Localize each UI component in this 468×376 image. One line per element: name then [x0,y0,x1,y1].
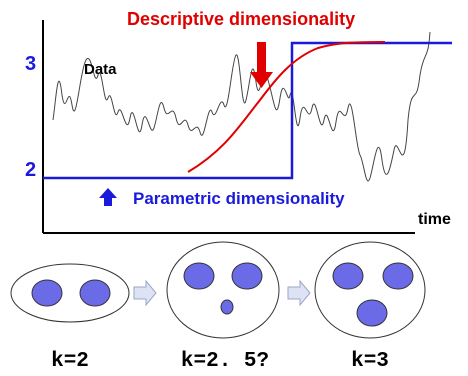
inner-circle [183,262,215,290]
data-label: Data [84,61,117,78]
k-label: k=2 [51,350,89,373]
time-axis-label: time [418,211,451,228]
panel-k2 [10,263,130,323]
blue-up-arrow-icon [99,188,117,206]
panel-arrow-icon [287,279,311,307]
inner-circle [79,279,111,307]
panel-k2-5 [166,241,280,339]
inner-circle [382,262,414,290]
inner-circle [332,262,364,290]
inner-circle [31,279,63,307]
tick-label-2: 2 [25,159,36,181]
data-series-line [52,31,431,182]
k-label: k=3 [351,350,389,373]
parametric-label: Parametric dimensionality [133,189,345,208]
inner-circle-small [220,299,234,315]
inner-circle [356,299,388,327]
panel-k3 [314,241,426,339]
tick-label-3: 3 [25,53,36,75]
panel-arrow-icon [133,279,157,307]
red-down-arrow-icon [250,42,273,88]
k-label: k=2. 5? [181,350,269,373]
descriptive-curve [187,41,386,173]
descriptive-label: Descriptive dimensionality [127,9,355,29]
outer-ellipse [10,263,130,323]
inner-circle [231,262,263,290]
outer-ellipse [166,241,280,339]
